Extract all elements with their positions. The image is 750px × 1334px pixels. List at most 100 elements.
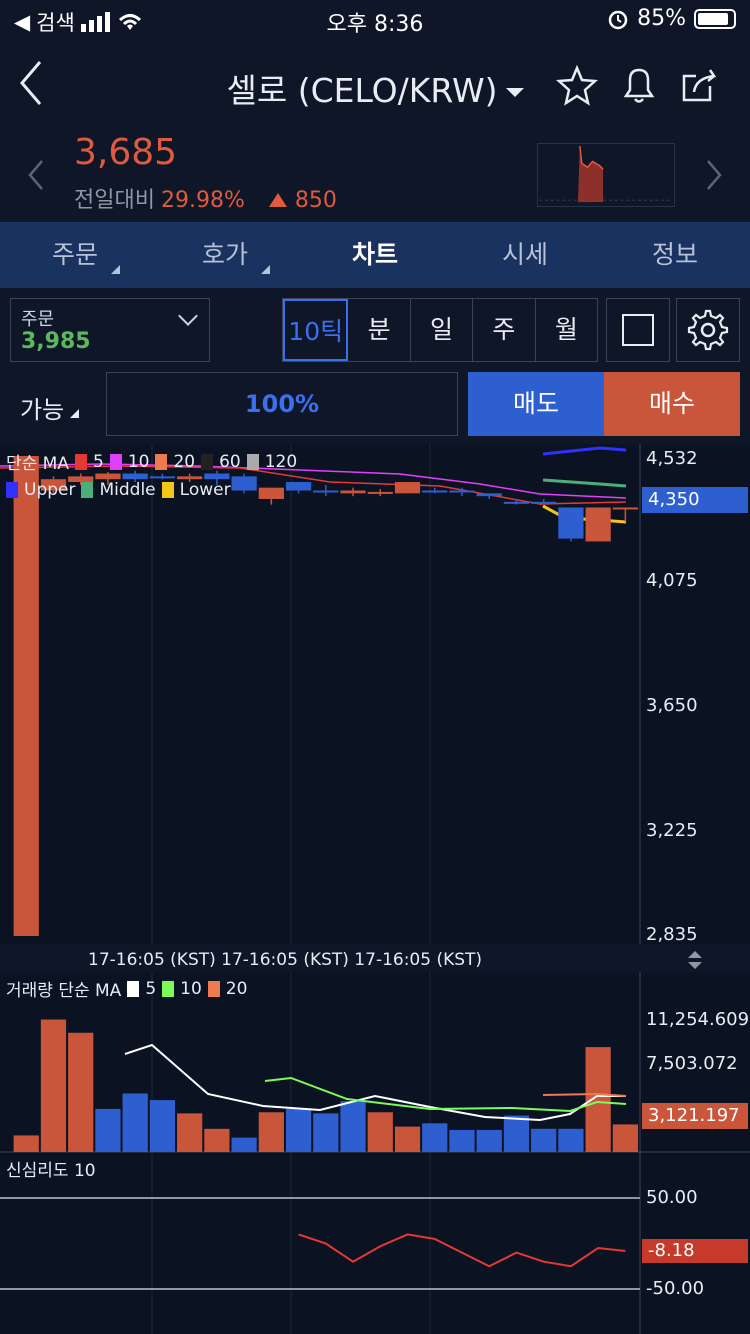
- ma10-swatch: [109, 453, 122, 470]
- volume-bar: [258, 1112, 284, 1152]
- chart-area[interactable]: 단순 MA 5 10 20 60 120 Upper Middle Lower …: [0, 444, 750, 1334]
- volume-bar: [149, 1100, 176, 1152]
- psy-legend: 신심리도 10: [6, 1161, 96, 1181]
- period-week[interactable]: 주: [473, 299, 536, 361]
- battery-icon: [694, 8, 736, 29]
- wifi-icon: [118, 14, 141, 30]
- candle-body: [204, 473, 230, 480]
- volume-bar: [476, 1129, 502, 1152]
- back-icon[interactable]: [16, 58, 46, 108]
- share-icon[interactable]: [680, 64, 722, 106]
- volume-bar: [503, 1115, 530, 1152]
- fullscreen-button[interactable]: [606, 298, 670, 362]
- corner-mark-icon: [70, 409, 80, 418]
- price-change: 전일대비 29.98% 850: [74, 182, 337, 214]
- volume-bar: [122, 1093, 148, 1152]
- volume-ma10-line: [264, 1076, 627, 1113]
- tab-market[interactable]: 시세: [501, 240, 548, 269]
- status-carrier: 검색: [36, 11, 75, 35]
- change-label: 전일대비: [74, 188, 155, 213]
- next-coin-icon[interactable]: [704, 158, 724, 192]
- candle-body: [231, 476, 257, 491]
- psy-y-tick: -50.00: [646, 1278, 705, 1299]
- candle-body: [558, 507, 584, 539]
- volume-bar: [40, 1019, 67, 1152]
- volume-legend: 거래량 단순 MA 5 10 20: [6, 978, 248, 1002]
- up-triangle-icon: [268, 193, 287, 207]
- volume-bar: [585, 1047, 611, 1152]
- y-tick: 2,835: [646, 924, 698, 945]
- candle-body: [40, 479, 67, 491]
- upper-swatch: [6, 482, 18, 498]
- vol-ma5-swatch: [127, 980, 140, 997]
- period-minute[interactable]: 분: [348, 299, 411, 361]
- ma60-swatch: [201, 453, 214, 470]
- prev-coin-icon[interactable]: [26, 158, 46, 192]
- y-tick: 4,532: [646, 448, 698, 469]
- tab-order[interactable]: 주문: [0, 222, 150, 288]
- square-icon: [622, 314, 654, 346]
- volume-current-tag: 3,121.197: [642, 1103, 748, 1129]
- candle-body: [68, 476, 94, 483]
- volume-bar: [231, 1137, 257, 1152]
- period-10tick[interactable]: 10틱: [283, 299, 349, 361]
- available-select[interactable]: 가능: [20, 390, 80, 425]
- period-day[interactable]: 일: [411, 299, 474, 361]
- volume-bar: [612, 1124, 638, 1152]
- candle-body: [177, 476, 203, 480]
- expand-vertical-icon[interactable]: [686, 950, 704, 970]
- candle-body: [340, 490, 366, 494]
- status-right: 85%: [607, 6, 736, 31]
- back-to-app-icon[interactable]: ◀: [14, 10, 31, 34]
- time-axis-band: [0, 944, 750, 972]
- psy-current-tag: -8.18: [642, 1239, 748, 1263]
- chart-canvas[interactable]: [0, 444, 750, 1334]
- candle-body: [95, 473, 121, 480]
- mini-chart: [537, 143, 675, 207]
- bollinger-middle-line: [542, 478, 627, 488]
- ma5-swatch: [74, 453, 87, 470]
- tab-info[interactable]: 정보: [651, 240, 698, 269]
- vol-y-tick: 7,503.072: [646, 1053, 738, 1074]
- vol-ma20-swatch: [207, 980, 220, 997]
- star-icon[interactable]: [556, 64, 598, 106]
- period-selector: 10틱 분 일 주 월: [282, 298, 598, 362]
- volume-bar: [394, 1126, 421, 1152]
- current-price-tag: 4,350: [642, 487, 748, 513]
- sell-button[interactable]: 매도: [468, 372, 604, 436]
- chevron-down-icon: [178, 306, 198, 326]
- candle-body: [531, 501, 557, 504]
- volume-ma20-line: [542, 1092, 627, 1097]
- tab-orderbook[interactable]: 호가: [150, 222, 300, 288]
- volume-bar: [95, 1108, 121, 1152]
- price-summary: 3,685 전일대비 29.98% 850: [0, 130, 750, 222]
- period-month[interactable]: 월: [554, 315, 578, 344]
- volume-bar: [531, 1128, 557, 1152]
- bell-icon[interactable]: [618, 64, 660, 106]
- candle-body: [285, 482, 312, 491]
- status-bar: ◀ 검색 오후 8:36 85%: [0, 0, 750, 40]
- buy-button[interactable]: 매수: [604, 372, 740, 436]
- candle-body: [585, 507, 611, 542]
- volume-bar: [313, 1113, 339, 1152]
- psy-line: [298, 1233, 626, 1268]
- candle-body: [503, 501, 530, 504]
- y-tick: 3,225: [646, 820, 698, 841]
- volume-bar: [367, 1112, 393, 1152]
- chevron-down-icon: [505, 88, 524, 97]
- coin-title[interactable]: 셀로 (CELO/KRW): [0, 64, 750, 112]
- settings-button[interactable]: [676, 298, 740, 362]
- candle-body: [13, 456, 39, 936]
- alarm-icon: [608, 10, 628, 29]
- order-price-select[interactable]: 주문 3,985: [10, 298, 210, 362]
- current-price: 3,685: [74, 132, 178, 173]
- y-tick: 4,075: [646, 570, 698, 591]
- tab-chart[interactable]: 차트: [351, 240, 398, 269]
- vol-y-tick: 11,254.609: [646, 1009, 750, 1030]
- corner-mark-icon: [261, 265, 270, 274]
- percent-input[interactable]: 100%: [106, 372, 458, 436]
- volume-bar: [449, 1129, 475, 1152]
- change-amount: 850: [294, 188, 337, 213]
- volume-bar: [558, 1128, 584, 1152]
- corner-mark-icon: [111, 265, 120, 274]
